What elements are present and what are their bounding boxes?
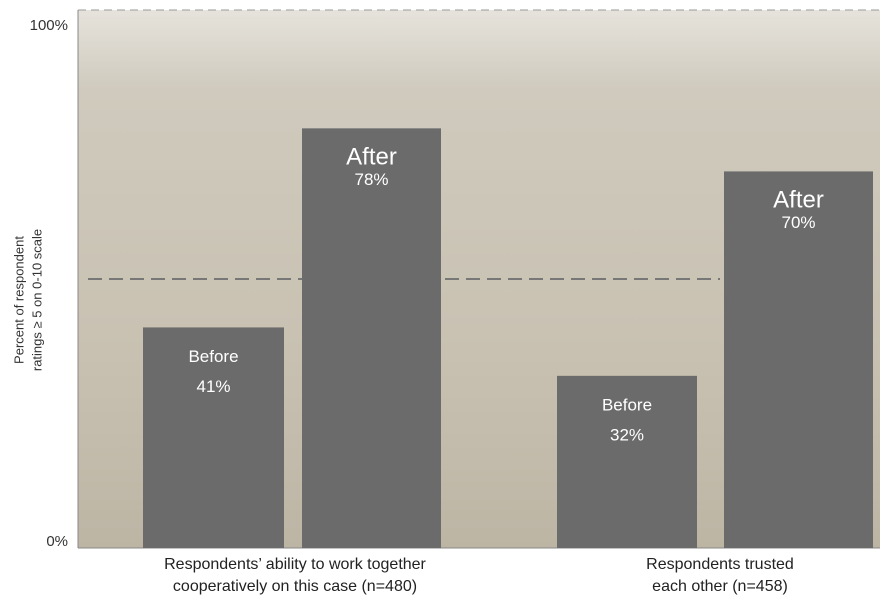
value-label: 41% [196,377,230,396]
x-tick-label: cooperatively on this case (n=480) [173,578,417,595]
bar-series-label: Before [602,395,652,414]
y-tick-label: 0% [46,533,68,550]
x-tick-label: Respondents’ ability to work together [164,556,426,573]
bar [302,128,441,548]
y-tick-label: 100% [30,17,68,34]
chart: 0% 100% Percent of respondentratings ≥ 5 o… [0,0,882,601]
value-label: 70% [781,213,815,232]
value-label: 32% [610,425,644,444]
value-label: 78% [354,170,388,189]
y-axis-label: ratings ≥ 5 on 0-10 scale [29,229,44,371]
x-tick-label: Respondents trusted [646,556,794,573]
bar-series-label: Before [188,347,238,366]
bar-series-label: After [346,144,397,171]
x-tick-label: each other (n=458) [652,578,788,595]
y-axis-label: Percent of respondent [11,236,26,364]
bar-series-label: After [773,187,824,214]
